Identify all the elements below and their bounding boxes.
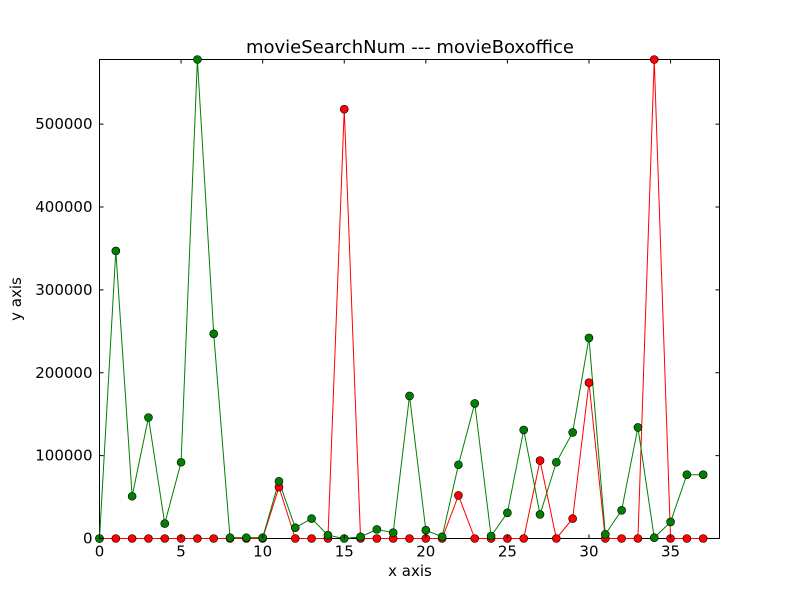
- series-2-point: [209, 329, 219, 339]
- x-tick-label: 5: [176, 543, 186, 561]
- series-1-point: [339, 104, 349, 114]
- series-2-point: [698, 470, 708, 479]
- series-1-point: [535, 456, 545, 465]
- series-2-point: [193, 55, 202, 64]
- series-2-point: [323, 530, 333, 540]
- series-2-point: [519, 425, 529, 435]
- x-tick-label: 35: [661, 543, 680, 561]
- series-layer: [95, 55, 708, 543]
- y-tick-label: 200000: [35, 364, 92, 382]
- series-1-point: [307, 534, 316, 543]
- series-1-point: [111, 534, 121, 543]
- series-1-point: [209, 534, 219, 543]
- x-tick-label: 10: [253, 543, 272, 561]
- series-1-point: [144, 534, 153, 543]
- y-tick-label: 100000: [35, 447, 92, 465]
- series-2-point: [242, 533, 251, 542]
- series-2-point: [535, 510, 545, 519]
- ticks-layer: 0 5 10 15 20 25 30 35 0 100000 200000 300000 400000 5…: [35, 59, 720, 561]
- y-tick-label: 0: [83, 530, 93, 548]
- x-tick-label: 0: [95, 543, 105, 561]
- chart-title: movieSearchNum --- movieBoxoffice: [246, 37, 574, 58]
- series-1-point: [127, 534, 137, 543]
- series-2-point: [356, 532, 365, 542]
- series-2-point: [274, 477, 284, 486]
- series-2-point: [290, 523, 300, 533]
- y-axis-label: y axis: [7, 277, 25, 321]
- series-1-point: [584, 378, 594, 388]
- series-2-line: [99, 59, 704, 540]
- series-1-point: [519, 534, 529, 543]
- series-2-point: [144, 413, 153, 422]
- plot-area: [99, 59, 720, 539]
- series-2-point: [649, 533, 659, 542]
- series-2-point: [503, 508, 512, 518]
- series-2-point: [421, 525, 431, 535]
- series-2-point: [437, 532, 447, 542]
- series-2-point: [388, 528, 398, 538]
- y-tick-label: 300000: [35, 281, 92, 299]
- series-2-point: [405, 391, 414, 401]
- y-tick-label: 500000: [35, 115, 92, 133]
- x-tick-label: 30: [579, 543, 598, 561]
- series-1-point: [633, 534, 643, 543]
- series-1-point: [160, 534, 170, 543]
- series-1-point: [617, 534, 626, 543]
- series-2-point: [617, 506, 626, 515]
- series-1-point: [682, 534, 692, 543]
- series-1-point: [470, 534, 480, 543]
- x-tick-label: 20: [416, 543, 435, 561]
- series-1-point: [193, 534, 202, 543]
- series-2-point: [127, 491, 137, 501]
- series-1-point: [568, 514, 577, 523]
- series-2-point: [600, 530, 610, 539]
- y-tick-label: 400000: [35, 198, 92, 216]
- series-2-point: [584, 333, 594, 343]
- series-2-point: [372, 525, 382, 534]
- series-2-point: [225, 533, 235, 542]
- series-1-point: [290, 534, 300, 543]
- x-tick-label: 15: [335, 543, 354, 561]
- series-2-point: [486, 531, 496, 541]
- series-2-point: [307, 514, 316, 523]
- series-2-point: [552, 457, 561, 467]
- series-1-point: [649, 55, 659, 64]
- series-2-point: [111, 246, 121, 256]
- series-1-point: [405, 534, 414, 543]
- series-1-point: [552, 534, 561, 543]
- series-2-point: [160, 519, 170, 528]
- series-2-point: [666, 517, 675, 527]
- series-2-point: [470, 399, 480, 408]
- x-axis-label: x axis: [388, 562, 432, 580]
- series-1-point: [454, 491, 463, 500]
- x-tick-label: 25: [498, 543, 517, 561]
- series-2-point: [633, 423, 643, 432]
- series-2-point: [682, 470, 692, 479]
- series-1-point: [372, 534, 382, 543]
- series-1-point: [698, 534, 708, 543]
- series-2-point: [568, 428, 577, 437]
- series-2-point: [176, 457, 186, 467]
- series-2-point: [454, 460, 463, 470]
